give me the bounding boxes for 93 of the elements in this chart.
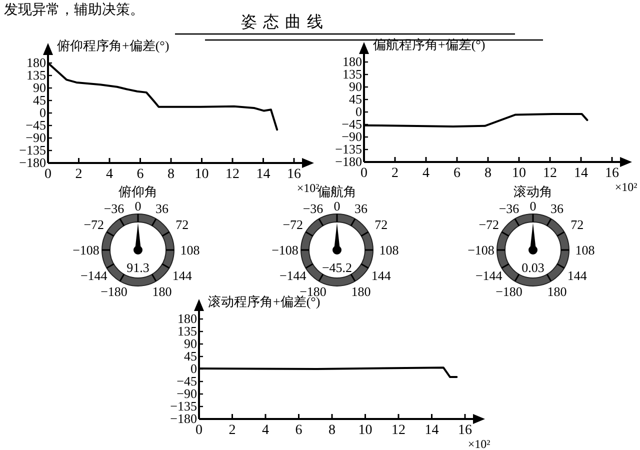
category-label: −108 — [72, 242, 100, 258]
category-label: 180 — [547, 284, 567, 300]
x-tick-label: 14 — [574, 166, 588, 181]
category-label: −180 — [496, 284, 522, 300]
y-tick-label: −135 — [335, 142, 362, 156]
category-label: 36 — [156, 200, 169, 216]
y-tick-label: −135 — [170, 398, 197, 414]
category-label: −144 — [279, 268, 307, 283]
category-label: 36 — [354, 200, 368, 216]
text: 滚动角 — [514, 184, 552, 199]
category-label: 108 — [180, 242, 200, 258]
category-label: −36 — [498, 200, 520, 216]
chart-title: 姿态曲线 — [241, 13, 329, 31]
x-tick-label: 6 — [295, 423, 302, 438]
y-tick-label: 180 — [178, 311, 197, 326]
y-tick-label: −180 — [19, 155, 46, 170]
x-tick-label: 12 — [543, 166, 557, 181]
category-label: 144 — [172, 268, 192, 283]
y-tick-label: −90 — [342, 129, 362, 144]
y-tick-label: −45 — [26, 118, 46, 132]
x-tick-label: 4 — [106, 167, 113, 182]
x-axis-title: ×10² — [296, 181, 320, 195]
category-label: −72 — [478, 217, 500, 232]
x-tick-label: 10 — [512, 166, 526, 181]
y-tick-label: −180 — [170, 411, 197, 426]
category-label: 0 — [530, 198, 536, 214]
category-label: −72 — [84, 217, 104, 232]
x-tick-label: 10 — [194, 167, 209, 182]
category-label: 72 — [570, 217, 584, 232]
text: 偏航角 — [318, 184, 356, 199]
y-tick-label: 90 — [184, 336, 197, 351]
y-tick-label: −180 — [335, 154, 362, 169]
x-tick-label: 8 — [328, 423, 336, 438]
y-axis-title: 俯仰程序角+偏差(°) — [57, 38, 170, 53]
y-tick-label: 0 — [356, 104, 362, 119]
x-tick-label: 2 — [392, 166, 398, 181]
x-tick-label: 6 — [136, 167, 144, 182]
text: 91.3 — [126, 260, 150, 275]
category-label: 108 — [575, 242, 595, 258]
x-tick-label: 2 — [228, 423, 236, 438]
category-label: 36 — [550, 200, 564, 216]
text: 0.03 — [522, 260, 544, 275]
y-tick-label: 0 — [40, 105, 46, 120]
y-tick-label: −90 — [176, 386, 197, 401]
category-label: −144 — [475, 268, 503, 283]
x-tick-label: 14 — [256, 167, 270, 182]
y-tick-label: −135 — [19, 142, 46, 158]
text: 发现异常，辅助决策。 — [4, 2, 144, 18]
category-label: −108 — [272, 242, 298, 258]
x-tick-label: 12 — [392, 423, 406, 438]
y-tick-label: 180 — [26, 55, 46, 70]
x-tick-label: 4 — [422, 166, 430, 181]
category-label: 72 — [374, 217, 388, 232]
category-label: 72 — [176, 217, 189, 232]
category-label: 144 — [567, 268, 588, 283]
x-tick-label: 10 — [358, 423, 372, 438]
y-tick-label: −45 — [176, 374, 197, 388]
y-tick-label: 135 — [178, 324, 197, 338]
x-tick-label: 16 — [458, 423, 472, 438]
category-label: −72 — [282, 217, 304, 232]
category-label: 108 — [379, 242, 399, 258]
category-label: −36 — [104, 200, 125, 216]
text: −45.2 — [322, 260, 352, 275]
x-tick-label: 8 — [484, 166, 492, 181]
text: 俯仰角 — [118, 184, 158, 199]
y-tick-label: 90 — [33, 80, 46, 95]
category-label: 144 — [371, 268, 392, 283]
category-label: −108 — [468, 242, 494, 258]
x-tick-label: 16 — [605, 166, 619, 181]
category-label: −180 — [100, 284, 128, 300]
y-tick-label: −90 — [26, 130, 46, 145]
y-tick-label: −45 — [342, 116, 362, 132]
x-tick-label: 2 — [75, 167, 82, 182]
x-tick-label: 8 — [168, 167, 174, 182]
y-tick-label: 45 — [349, 92, 362, 106]
x-axis-title: ×10² — [614, 180, 638, 194]
category-label: 0 — [134, 198, 142, 214]
x-axis-title: ×10² — [468, 437, 491, 450]
y-tick-label: 135 — [342, 66, 362, 82]
y-tick-label: 0 — [190, 361, 197, 376]
x-tick-label: 16 — [287, 167, 301, 182]
x-tick-label: 14 — [424, 423, 439, 438]
category-label: 180 — [152, 284, 172, 300]
y-tick-label: 90 — [349, 79, 362, 94]
category-label: −144 — [80, 268, 108, 283]
x-tick-label: 12 — [226, 167, 240, 182]
category-label: −36 — [302, 200, 324, 216]
y-tick-label: 180 — [342, 54, 362, 69]
y-tick-label: 45 — [184, 348, 197, 364]
y-tick-label: 135 — [26, 68, 46, 82]
y-tick-label: 45 — [33, 92, 46, 108]
x-tick-label: 6 — [454, 166, 460, 181]
x-tick-label: 4 — [262, 423, 269, 438]
